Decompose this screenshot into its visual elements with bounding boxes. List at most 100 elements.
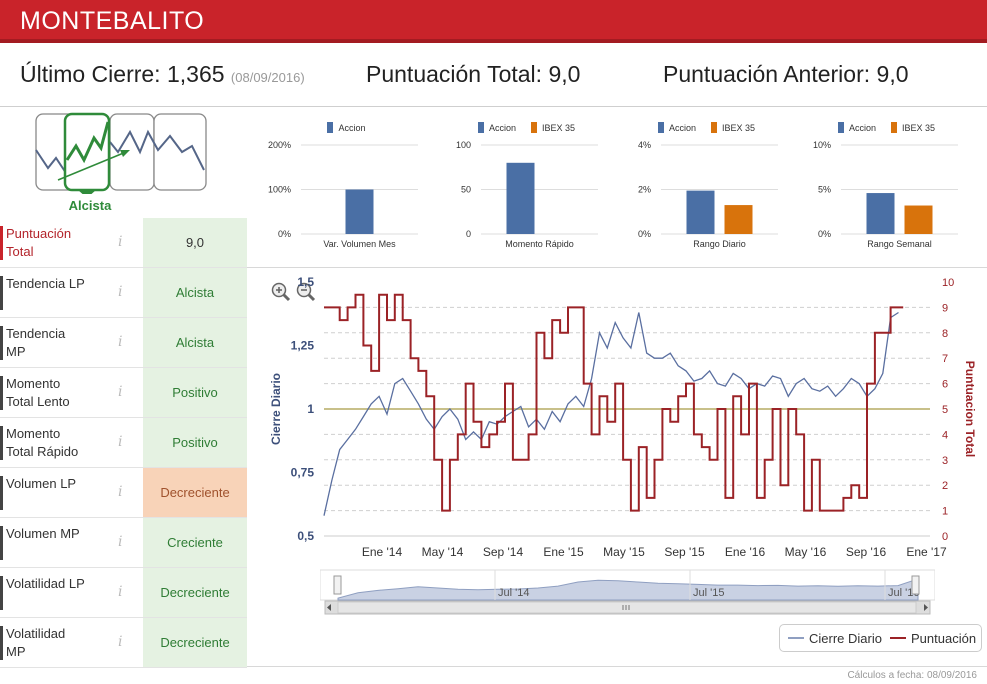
indicator-value: Decreciente — [143, 468, 247, 517]
grip-icon — [622, 605, 630, 610]
legend-label: Accion — [338, 123, 366, 133]
legend-label: IBEX 35 — [721, 123, 756, 133]
row-marker — [0, 426, 3, 460]
tick-label: 50 — [461, 185, 471, 195]
category-label: Momento Rápido — [505, 239, 574, 249]
info-icon[interactable]: i — [118, 284, 123, 300]
info-icon[interactable]: i — [118, 334, 123, 350]
x-tick-label: Sep '15 — [664, 545, 705, 559]
indicator-name: Momento Total Rápido — [6, 426, 79, 459]
legend-item-price[interactable]: Cierre Diario — [788, 631, 882, 646]
bar — [345, 189, 374, 234]
indicator-row: Puntuación Total i 9,0 — [0, 218, 247, 268]
indicator-name: Momento Total Lento — [6, 376, 70, 409]
y2-tick-label: 10 — [942, 277, 954, 289]
indicator-value: Creciente — [143, 518, 247, 567]
row-marker — [0, 276, 3, 310]
y-tick-label: 1 — [307, 402, 314, 416]
tick-label: 2% — [638, 185, 651, 195]
info-icon[interactable]: i — [118, 484, 123, 500]
x-tick-label: May '16 — [785, 545, 827, 559]
legend-line-icon — [788, 637, 804, 639]
tick-label: 0% — [278, 229, 291, 239]
legend-label-score: Puntuación — [911, 631, 977, 646]
tick-label: 0% — [818, 229, 831, 239]
scrollbar-thumb — [337, 601, 917, 614]
row-marker — [0, 476, 3, 510]
info-icon[interactable]: i — [118, 584, 123, 600]
divider — [0, 106, 987, 107]
bar — [506, 162, 535, 234]
indicator-name: Volumen MP — [6, 526, 80, 541]
indicator-value: Positivo — [143, 418, 247, 467]
y2-tick-label: 8 — [942, 328, 948, 340]
category-label: Rango Diario — [693, 239, 746, 249]
zoom-in-icon[interactable] — [271, 282, 291, 302]
row-marker — [0, 576, 3, 610]
legend-item[interactable]: Accion — [322, 122, 366, 133]
previous-score-label: Puntuación Anterior: — [663, 61, 871, 87]
indicator-name: Tendencia MP — [6, 326, 66, 359]
legend-item[interactable]: Accion — [473, 122, 516, 133]
x-tick-label: Sep '14 — [483, 545, 524, 559]
mini-chart: Accion IBEX 35 0 50 100 Momento Rápido — [436, 112, 612, 257]
indicator-value: Alcista — [143, 268, 247, 317]
last-close: Último Cierre: 1,365 (08/09/2016) — [20, 61, 305, 88]
y-axis-title: Cierre Diario — [269, 373, 283, 445]
legend-item[interactable]: Accion — [653, 122, 696, 133]
y2-axis-title: Puntuacion Total — [963, 361, 977, 457]
tick-label: 100% — [268, 185, 291, 195]
tick-label: 100 — [456, 140, 471, 150]
last-close-label: Último Cierre: — [20, 61, 161, 87]
navigator-tick-label: Jul '15 — [693, 587, 724, 599]
row-marker — [0, 376, 3, 410]
legend-line-icon — [890, 637, 906, 639]
info-icon[interactable]: i — [118, 434, 123, 450]
chart-legend[interactable]: Cierre Diario Puntuación — [779, 624, 982, 652]
legend-item[interactable]: IBEX 35 — [706, 122, 756, 133]
mini-legend: Accion IBEX 35 — [616, 122, 792, 133]
divider — [247, 267, 987, 268]
legend-label: IBEX 35 — [541, 123, 576, 133]
y-tick-label: 1,5 — [297, 275, 314, 289]
indicator-table: Puntuación Total i 9,0 Tendencia LP i Alcista… — [0, 218, 247, 668]
legend-item-score[interactable]: Puntuación — [890, 631, 976, 646]
legend-swatch — [890, 122, 897, 133]
info-icon[interactable]: i — [118, 534, 123, 550]
y2-tick-label: 7 — [942, 353, 948, 365]
y2-tick-label: 1 — [942, 506, 948, 518]
indicator-row: Tendencia MP i Alcista — [0, 318, 247, 368]
legend-item[interactable]: IBEX 35 — [526, 122, 576, 133]
info-icon[interactable]: i — [118, 234, 123, 250]
navigator-handle-right[interactable] — [911, 575, 920, 595]
bar — [866, 193, 895, 234]
x-tick-label: Sep '16 — [846, 545, 887, 559]
indicator-value: Decreciente — [143, 618, 247, 667]
mini-chart-svg: 0 50 100 Momento Rápido — [456, 140, 598, 249]
y-tick-label: 0,5 — [297, 529, 314, 543]
trend-label: Alcista — [68, 198, 112, 213]
tick-label: 0 — [466, 229, 471, 239]
mini-chart-svg: 0% 100% 200% Var. Volumen Mes — [268, 140, 418, 249]
row-marker — [0, 626, 3, 660]
x-tick-label: May '14 — [422, 545, 464, 559]
legend-swatch — [710, 122, 717, 133]
legend-swatch — [530, 122, 537, 133]
total-score-label: Puntuación Total: — [366, 61, 543, 87]
legend-swatch — [657, 122, 664, 133]
tick-label: 10% — [813, 140, 831, 150]
legend-item[interactable]: Accion — [833, 122, 876, 133]
legend-item[interactable]: IBEX 35 — [886, 122, 935, 133]
last-close-value: 1,365 — [166, 61, 225, 87]
summary-bar: Último Cierre: 1,365 (08/09/2016) Puntua… — [0, 56, 987, 96]
navigator-handle-left[interactable] — [333, 575, 342, 595]
range-navigator[interactable]: Jul '14 Jul '15 Jul '16 — [320, 568, 935, 618]
navigator-tick-label: Jul '14 — [498, 587, 529, 599]
mini-chart: Accion IBEX 35 0% 2% 4% Rango Diario — [616, 112, 792, 257]
zoom-out-icon[interactable] — [296, 282, 316, 302]
price-score-chart[interactable]: 0 1 2 3 4 5 6 7 8 9 10 0,5 0,75 1 1,25 1,5 Ene '14 May '1… — [262, 272, 987, 572]
info-icon[interactable]: i — [118, 384, 123, 400]
y2-tick-label: 4 — [942, 429, 948, 441]
info-icon[interactable]: i — [118, 634, 123, 650]
indicator-row: Volumen LP i Decreciente — [0, 468, 247, 518]
